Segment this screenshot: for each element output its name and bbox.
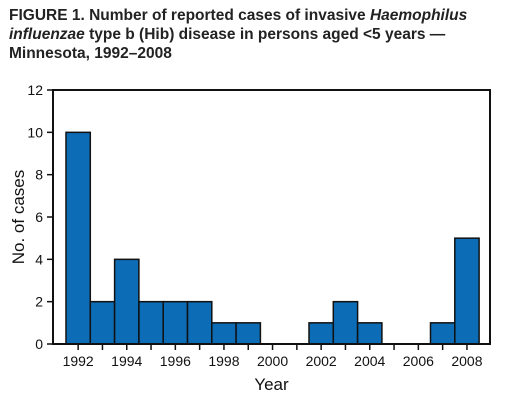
- y-axis-title: No. of cases: [9, 170, 28, 265]
- bar-1997: [186, 300, 213, 345]
- title-part2: type b (Hib) disease in persons aged <5 …: [9, 26, 446, 62]
- bar-1998: [211, 322, 237, 345]
- bars-group: [65, 131, 480, 345]
- plot-frame: [52, 89, 491, 345]
- x-tick-label: 1992: [63, 353, 94, 369]
- x-tick-label: 1994: [111, 353, 142, 369]
- x-tick-label: 2008: [451, 353, 482, 369]
- bar-1993: [89, 300, 116, 345]
- x-axis: 1992 1994 1996 1998 2000 2002 2004 2006 2008: [63, 344, 483, 369]
- bar-2004: [356, 322, 383, 345]
- x-tick-label: 2002: [306, 353, 337, 369]
- bar-1996: [162, 300, 189, 345]
- y-tick-label: 6: [35, 209, 43, 225]
- title-part1: Number of reported cases of invasive: [89, 7, 366, 24]
- bar-2003: [332, 300, 359, 345]
- x-tick-label: 2004: [354, 353, 385, 369]
- bar-2008: [454, 237, 480, 345]
- bar-1999: [235, 322, 262, 345]
- y-tick-label: 2: [35, 294, 43, 310]
- x-axis-title: Year: [254, 375, 289, 394]
- y-tick-label: 12: [27, 82, 43, 98]
- bar-2002: [308, 322, 335, 345]
- x-tick-label: 1998: [208, 353, 239, 369]
- y-tick-label: 4: [35, 251, 43, 267]
- title-italic: Haemophilus influenzae: [9, 7, 468, 43]
- y-tick-label: 0: [35, 336, 43, 352]
- bar-1994: [113, 258, 140, 345]
- x-tick-label: 2006: [403, 353, 434, 369]
- y-tick-label: 10: [27, 124, 43, 140]
- y-tick-label: 8: [35, 167, 43, 183]
- figure-title: FIGURE 1. Number of reported cases of in…: [9, 6, 509, 63]
- bar-2007: [429, 322, 456, 345]
- y-axis: 0 2 4 6 8 10 12: [27, 82, 53, 352]
- x-tick-label: 1996: [160, 353, 191, 369]
- figure-label: FIGURE 1.: [9, 7, 85, 24]
- x-tick-label: 2000: [257, 353, 288, 369]
- bar-1992: [65, 131, 92, 345]
- bar-1995: [138, 300, 164, 345]
